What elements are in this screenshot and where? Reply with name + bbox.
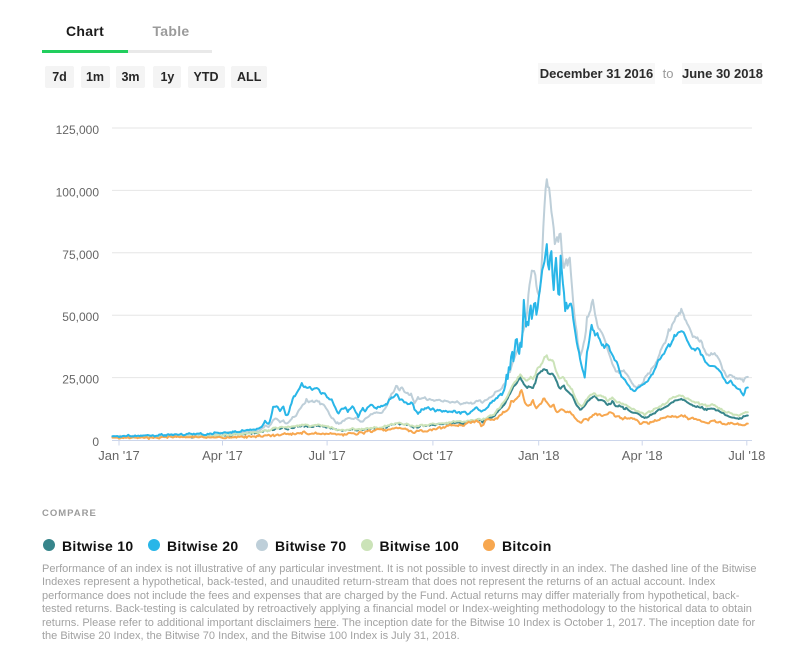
svg-text:50,000: 50,000 <box>62 310 99 324</box>
svg-text:Apr '17: Apr '17 <box>202 448 243 463</box>
svg-text:Jul '17: Jul '17 <box>309 448 346 463</box>
svg-text:25,000: 25,000 <box>62 373 99 387</box>
svg-text:Apr '18: Apr '18 <box>622 448 663 463</box>
svg-text:Jan '18: Jan '18 <box>518 448 560 463</box>
svg-text:Oct '17: Oct '17 <box>413 448 454 463</box>
svg-text:Jan '17: Jan '17 <box>98 448 140 463</box>
svg-text:100,000: 100,000 <box>56 185 100 199</box>
svg-text:125,000: 125,000 <box>56 123 100 137</box>
svg-text:Jul '18: Jul '18 <box>728 448 765 463</box>
svg-text:75,000: 75,000 <box>62 248 99 262</box>
svg-text:0: 0 <box>92 435 99 449</box>
